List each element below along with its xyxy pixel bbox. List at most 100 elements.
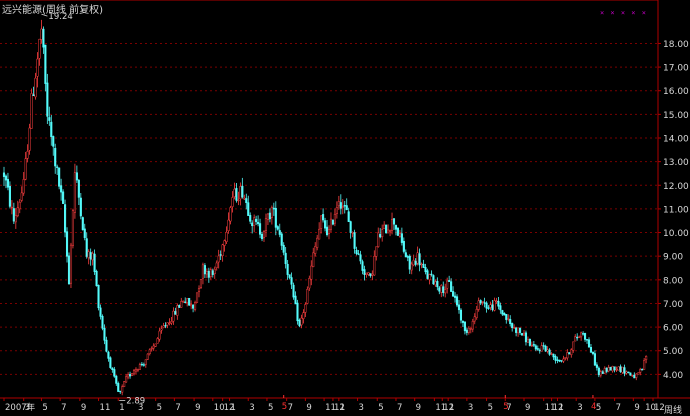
x-tick-label: 3	[468, 403, 473, 413]
candle-body	[36, 58, 39, 77]
candle-body	[355, 249, 358, 254]
candle-body	[558, 359, 561, 362]
candle-body	[475, 309, 478, 318]
candle-body	[383, 224, 386, 230]
candle-body	[284, 252, 287, 264]
candle-body	[168, 322, 171, 324]
candle-body	[195, 292, 199, 303]
candle-body	[574, 336, 577, 342]
y-tick-label: 12.00	[663, 182, 689, 192]
x-tick-label: 12	[443, 403, 454, 413]
candle-body	[428, 274, 431, 281]
candle-body	[438, 287, 441, 292]
candle-body	[107, 351, 110, 359]
candle-body	[77, 179, 80, 198]
candle-body	[465, 329, 468, 333]
candle-body	[117, 383, 120, 392]
x-tick-label: 1	[558, 403, 563, 413]
candle-body	[562, 358, 565, 362]
x-tick-label: 2007年	[5, 402, 36, 413]
candle-body	[182, 300, 185, 303]
candle-body	[544, 345, 547, 352]
candle-body	[331, 219, 334, 225]
candle-body	[560, 360, 563, 362]
candle-body	[42, 28, 45, 48]
x-tick-label: 7	[175, 403, 180, 413]
x-tick-label: 11	[545, 403, 556, 413]
candle-body	[327, 229, 331, 234]
candle-body	[432, 275, 435, 285]
candle-body	[416, 252, 419, 264]
candle-body	[365, 272, 368, 275]
y-tick-label: 18.00	[663, 40, 689, 50]
candle-body	[243, 197, 246, 200]
candle-body	[176, 305, 179, 316]
candle-body	[530, 344, 533, 347]
candle-body	[481, 301, 484, 303]
candle-body	[113, 369, 116, 377]
candle-body	[247, 202, 250, 216]
annotation-leader	[41, 13, 48, 17]
candle-body	[142, 364, 145, 366]
x-tick-label: 11	[325, 403, 336, 413]
candle-body	[442, 286, 445, 293]
candle-body	[197, 288, 201, 293]
candle-body	[333, 213, 336, 224]
candle-body	[400, 233, 403, 243]
x-tick-label: 9	[416, 403, 421, 413]
x-tick-label: 12	[553, 403, 564, 413]
candle-body	[532, 344, 535, 346]
candle-body	[6, 179, 9, 188]
x-tick-label: 3	[25, 403, 30, 413]
candle-body	[593, 353, 596, 366]
candle-body	[564, 357, 567, 359]
candle-body	[611, 366, 614, 372]
candle-body	[440, 285, 443, 293]
candle-body	[404, 252, 407, 258]
candle-body	[52, 136, 55, 147]
x-tick-label: 5	[157, 403, 162, 413]
event-marker: 5	[503, 402, 508, 412]
candle-body	[390, 218, 394, 231]
x-tick-label: 5	[488, 403, 493, 413]
candle-body	[123, 381, 126, 387]
candle-body	[294, 295, 297, 305]
candle-body	[79, 197, 82, 217]
candle-body	[394, 225, 398, 230]
y-tick-label: 9.00	[663, 253, 683, 263]
candle-body	[199, 279, 203, 288]
candle-body	[645, 355, 648, 360]
candle-body	[359, 254, 362, 262]
candle-body	[347, 211, 350, 222]
candle-body	[550, 353, 553, 355]
candle-body	[75, 172, 78, 181]
candle-body	[121, 386, 124, 393]
candle-body	[635, 373, 638, 378]
candle-body	[369, 273, 372, 277]
candle-body	[223, 240, 226, 246]
candle-body	[239, 186, 242, 200]
candle-body	[422, 263, 425, 268]
candle-body	[280, 233, 283, 246]
candle-body	[26, 151, 29, 159]
candle-body	[444, 289, 447, 294]
candle-body	[8, 185, 11, 207]
y-tick-label: 11.00	[663, 205, 689, 215]
candle-body	[18, 201, 21, 210]
annotation-layer: 19.24 2.89	[41, 12, 145, 407]
candle-body	[335, 207, 338, 214]
candle-body	[150, 347, 153, 350]
candle-body	[363, 269, 366, 275]
candle-body	[572, 341, 575, 351]
candle-body	[276, 226, 279, 230]
candle-body	[325, 226, 329, 236]
candle-body	[134, 368, 138, 372]
candle-body	[448, 280, 451, 282]
x-tick-label: 1	[340, 403, 345, 413]
candle-body	[207, 271, 210, 278]
candle-body	[306, 289, 309, 304]
candle-body	[329, 218, 333, 230]
x-tick-label: 7	[397, 403, 402, 413]
